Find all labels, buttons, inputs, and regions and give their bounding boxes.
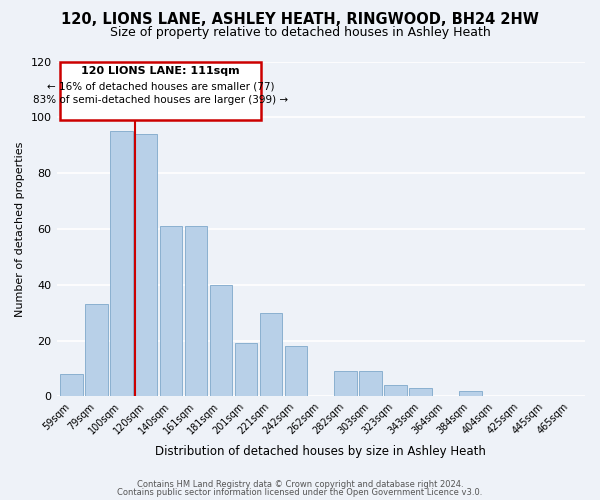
Bar	[359, 372, 382, 396]
Bar	[459, 391, 482, 396]
Bar	[135, 134, 157, 396]
Bar	[160, 226, 182, 396]
Bar	[385, 385, 407, 396]
Bar	[260, 312, 282, 396]
FancyBboxPatch shape	[60, 62, 261, 120]
Text: ← 16% of detached houses are smaller (77): ← 16% of detached houses are smaller (77…	[47, 81, 274, 91]
Text: 120, LIONS LANE, ASHLEY HEATH, RINGWOOD, BH24 2HW: 120, LIONS LANE, ASHLEY HEATH, RINGWOOD,…	[61, 12, 539, 28]
Bar	[235, 344, 257, 396]
Bar	[110, 132, 133, 396]
Bar	[185, 226, 208, 396]
Bar	[85, 304, 107, 396]
Text: 120 LIONS LANE: 111sqm: 120 LIONS LANE: 111sqm	[82, 66, 240, 76]
Y-axis label: Number of detached properties: Number of detached properties	[15, 142, 25, 316]
Text: Contains public sector information licensed under the Open Government Licence v3: Contains public sector information licen…	[118, 488, 482, 497]
X-axis label: Distribution of detached houses by size in Ashley Heath: Distribution of detached houses by size …	[155, 444, 486, 458]
Text: Contains HM Land Registry data © Crown copyright and database right 2024.: Contains HM Land Registry data © Crown c…	[137, 480, 463, 489]
Bar	[60, 374, 83, 396]
Bar	[334, 372, 357, 396]
Bar	[284, 346, 307, 397]
Bar	[210, 285, 232, 397]
Bar	[409, 388, 431, 396]
Text: Size of property relative to detached houses in Ashley Heath: Size of property relative to detached ho…	[110, 26, 490, 39]
Text: 83% of semi-detached houses are larger (399) →: 83% of semi-detached houses are larger (…	[33, 95, 288, 105]
